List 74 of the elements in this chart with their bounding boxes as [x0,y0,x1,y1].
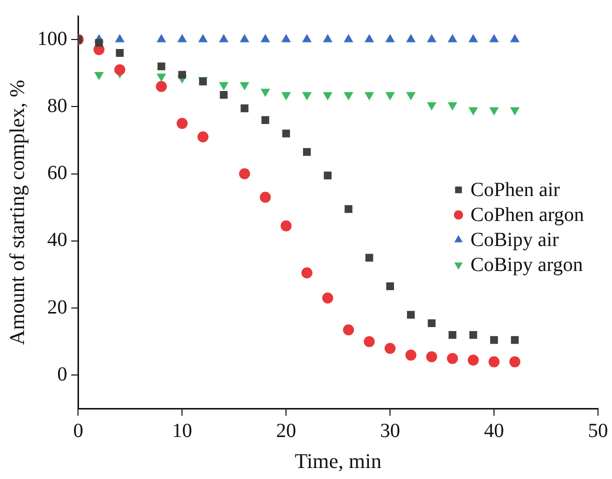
point [489,34,499,42]
point [322,34,332,42]
y-tick-label: 0 [57,363,68,386]
point [405,350,416,361]
point [218,34,229,42]
point [426,351,438,362]
point [156,81,167,92]
point [490,336,498,344]
point [448,34,458,42]
y-tick-label: 20 [47,296,68,318]
point [509,356,520,368]
point [386,282,394,290]
point [322,292,334,304]
point [281,34,291,42]
point [510,336,519,344]
point [426,34,436,42]
x-axis-title: Time, min [294,448,382,473]
point [239,168,250,180]
point [178,70,186,79]
y-tick-label: 60 [47,162,68,184]
point [302,34,312,42]
point [301,267,312,278]
point [448,331,456,339]
point [384,342,396,354]
point [282,130,290,138]
point [280,220,292,232]
point [428,319,436,328]
point [468,34,478,42]
point [344,34,354,42]
point [406,34,416,42]
point [260,34,270,42]
point [95,38,103,47]
point [469,331,478,339]
point [406,310,415,319]
point [240,34,250,42]
point [261,116,270,124]
point [197,131,208,142]
x-tick-label: 30 [380,420,400,442]
legend-label: CoPhen argon [470,204,584,226]
x-tick-label: 50 [588,420,608,442]
x-tick-label: 10 [172,420,192,442]
legend-label: CoPhen air [470,179,560,202]
point [364,336,375,348]
point [176,118,188,129]
point [156,34,166,42]
point [260,192,271,203]
x-tick-label: 0 [73,420,84,442]
point [220,91,228,99]
x-tick-label: 20 [276,420,296,442]
y-axis-title: Amount of starting complex, % [5,80,30,346]
point [324,172,332,180]
point [303,148,311,156]
point [365,254,374,262]
point [157,62,166,70]
y-tick-label: 80 [47,94,68,117]
point [488,356,500,368]
point [240,104,248,112]
point [198,34,208,42]
y-tick-label: 40 [47,229,68,252]
y-tick-label: 100 [37,28,68,50]
point [385,34,395,42]
point [342,324,354,336]
point [446,352,458,364]
point [510,34,520,42]
point [115,34,125,42]
legend-label: CoBipy argon [470,254,583,276]
legend-label: CoBipy air [470,229,560,252]
point [364,34,374,42]
x-tick-label: 40 [484,420,504,442]
point [468,354,479,366]
point [344,205,352,213]
point [116,49,124,57]
point [177,34,187,42]
point [114,64,126,76]
